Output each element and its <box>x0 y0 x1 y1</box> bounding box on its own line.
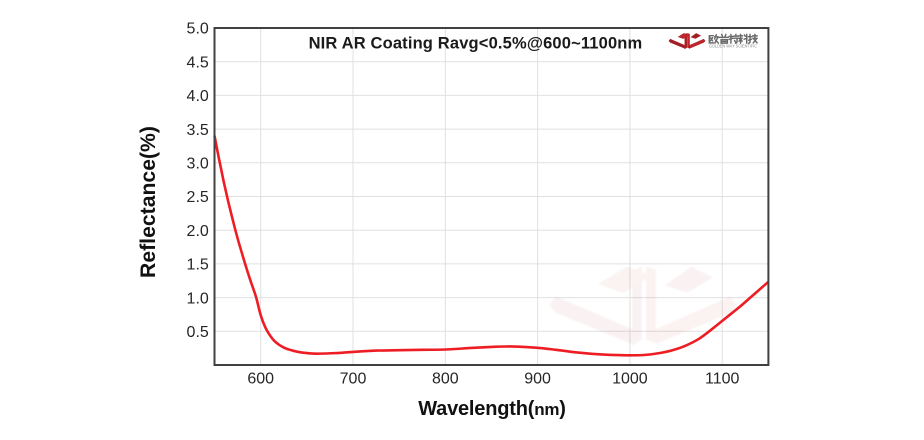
svg-text:1000: 1000 <box>612 370 648 387</box>
svg-text:GOLDEN WAY SCIENTIFIC: GOLDEN WAY SCIENTIFIC <box>709 43 758 48</box>
svg-text:5.0: 5.0 <box>187 21 209 38</box>
svg-text:Reflectance(%): Reflectance(%) <box>137 126 160 278</box>
svg-text:4.0: 4.0 <box>187 88 209 105</box>
svg-text:0.5: 0.5 <box>187 324 209 341</box>
svg-text:Wavelength(nm): Wavelength(nm) <box>418 398 566 420</box>
svg-text:2.0: 2.0 <box>187 223 209 240</box>
svg-text:3.5: 3.5 <box>187 122 209 139</box>
svg-text:NIR AR Coating Ravg<0.5%@600~1: NIR AR Coating Ravg<0.5%@600~1100nm <box>309 35 643 53</box>
svg-text:2.5: 2.5 <box>187 189 209 206</box>
svg-text:800: 800 <box>432 370 459 387</box>
svg-text:1.0: 1.0 <box>187 290 209 307</box>
svg-text:1.5: 1.5 <box>187 257 209 274</box>
svg-text:600: 600 <box>247 370 274 387</box>
svg-text:3.0: 3.0 <box>187 156 209 173</box>
svg-text:1100: 1100 <box>705 370 740 387</box>
svg-text:900: 900 <box>524 370 551 387</box>
svg-text:700: 700 <box>340 370 367 387</box>
svg-text:4.5: 4.5 <box>187 54 209 71</box>
